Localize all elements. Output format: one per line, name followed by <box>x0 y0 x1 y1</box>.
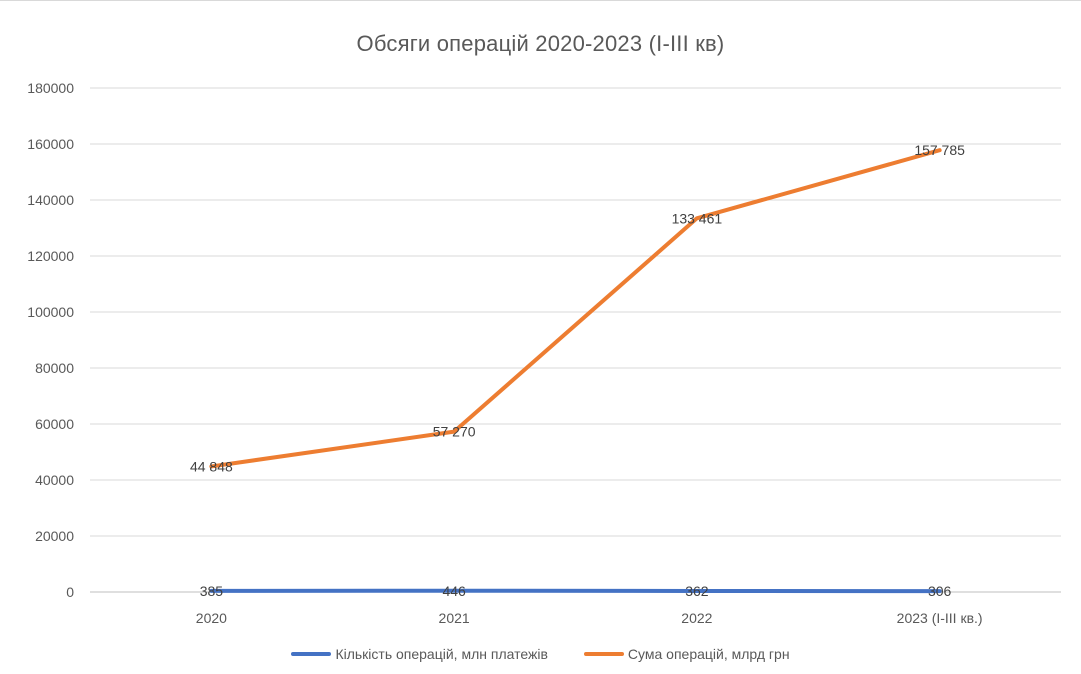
y-tick-label: 180000 <box>27 80 74 96</box>
legend-item-count: Кількість операцій, млн платежів <box>291 646 547 662</box>
y-tick-label: 160000 <box>27 136 74 152</box>
data-label: 446 <box>442 583 466 599</box>
legend-label-count: Кількість операцій, млн платежів <box>335 646 547 662</box>
data-label: 306 <box>928 583 952 599</box>
data-label: 362 <box>685 583 709 599</box>
y-tick-label: 0 <box>66 584 74 600</box>
legend-item-sum: Сума операцій, млрд грн <box>584 646 790 662</box>
data-label: 57 270 <box>433 424 476 440</box>
y-tick-label: 120000 <box>27 248 74 264</box>
series-line-sum <box>211 150 939 466</box>
y-tick-label: 40000 <box>35 472 74 488</box>
y-tick-label: 20000 <box>35 528 74 544</box>
data-label: 44 848 <box>190 458 233 474</box>
x-tick-label: 2020 <box>196 610 227 626</box>
y-tick-label: 60000 <box>35 416 74 432</box>
legend-swatch-sum <box>584 652 624 656</box>
x-tick-label: 2021 <box>439 610 470 626</box>
legend-label-sum: Сума операцій, млрд грн <box>628 646 790 662</box>
data-label: 385 <box>200 583 224 599</box>
y-tick-label: 100000 <box>27 304 74 320</box>
x-tick-label: 2022 <box>681 610 712 626</box>
chart-legend: Кількість операцій, млн платежів Сума оп… <box>0 646 1081 662</box>
y-tick-label: 80000 <box>35 360 74 376</box>
data-label: 133 461 <box>672 210 723 226</box>
data-label: 157 785 <box>914 142 965 158</box>
x-tick-label: 2023 (I-III кв.) <box>897 610 983 626</box>
legend-swatch-count <box>291 652 331 656</box>
y-tick-label: 140000 <box>27 192 74 208</box>
